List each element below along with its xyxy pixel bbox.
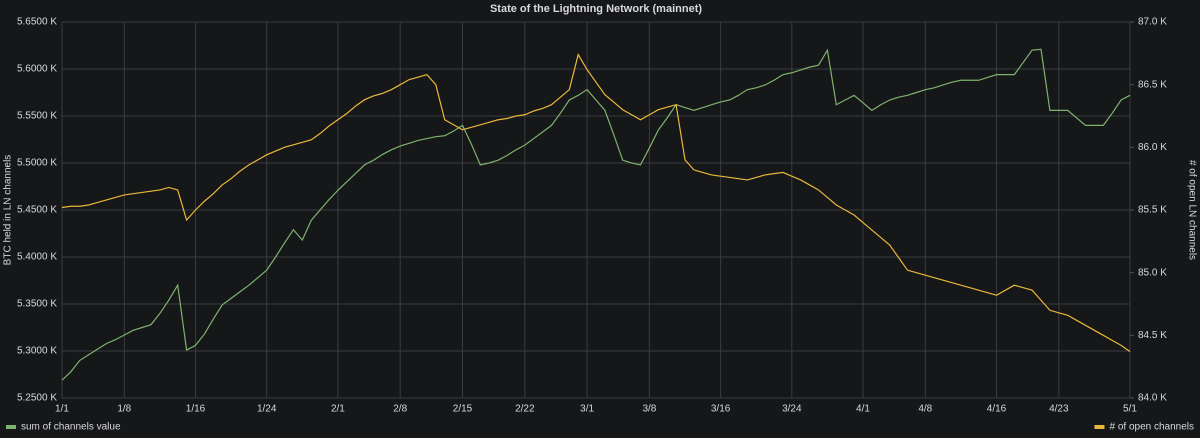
x-tick-label: 4/23 — [1049, 404, 1069, 415]
y-tick-label: 5.5500 K — [17, 111, 57, 122]
x-tick-label: 2/15 — [453, 404, 473, 415]
series-line — [61, 48, 1131, 381]
x-tick-label: 3/24 — [782, 404, 802, 415]
y-tick-label: 5.4500 K — [17, 205, 57, 216]
legend-swatch — [6, 425, 16, 429]
x-tick-label: 3/8 — [642, 404, 656, 415]
x-tick-label: 1/16 — [186, 404, 206, 415]
y-tick-label: 5.6000 K — [17, 64, 57, 75]
y-tick-label: 5.2500 K — [17, 393, 57, 404]
y-tick-label: 5.5000 K — [17, 158, 57, 169]
y-tick-label: 5.6500 K — [17, 17, 57, 28]
y2-tick-label: 84.5 K — [1138, 330, 1167, 341]
y2-tick-label: 87.0 K — [1138, 17, 1167, 28]
x-tick-label: 4/16 — [987, 404, 1007, 415]
x-tick-label: 2/1 — [331, 404, 345, 415]
x-tick-label: 4/8 — [918, 404, 932, 415]
y-tick-label: 5.4000 K — [17, 252, 57, 263]
y2-tick-label: 86.0 K — [1138, 142, 1167, 153]
y2-tick-label: 84.0 K — [1138, 393, 1167, 404]
x-tick-label: 1/1 — [55, 404, 69, 415]
legend-swatch — [1094, 425, 1105, 429]
legend-label: # of open channels — [1109, 422, 1194, 433]
y-tick-label: 5.3500 K — [17, 299, 57, 310]
x-tick-label: 2/8 — [393, 404, 407, 415]
x-tick-label: 1/24 — [257, 404, 277, 415]
x-tick-label: 5/1 — [1123, 404, 1137, 415]
y-tick-label: 5.3000 K — [17, 346, 57, 357]
y2-axis-label: # of open LN channels — [1186, 160, 1197, 260]
x-tick-label: 1/8 — [117, 404, 131, 415]
y2-tick-label: 85.0 K — [1138, 267, 1167, 278]
y-axis-label: BTC held in LN channels — [3, 155, 14, 266]
legend-label: sum of channels value — [21, 422, 121, 433]
x-tick-label: 3/16 — [711, 404, 731, 415]
y2-tick-label: 86.5 K — [1138, 79, 1167, 90]
x-tick-label: 3/1 — [580, 404, 594, 415]
series-line — [61, 53, 1131, 353]
x-tick-label: 4/1 — [856, 404, 870, 415]
y2-tick-label: 85.5 K — [1138, 205, 1167, 216]
x-tick-label: 2/22 — [515, 404, 535, 415]
chart-title: State of the Lightning Network (mainnet) — [490, 3, 702, 15]
